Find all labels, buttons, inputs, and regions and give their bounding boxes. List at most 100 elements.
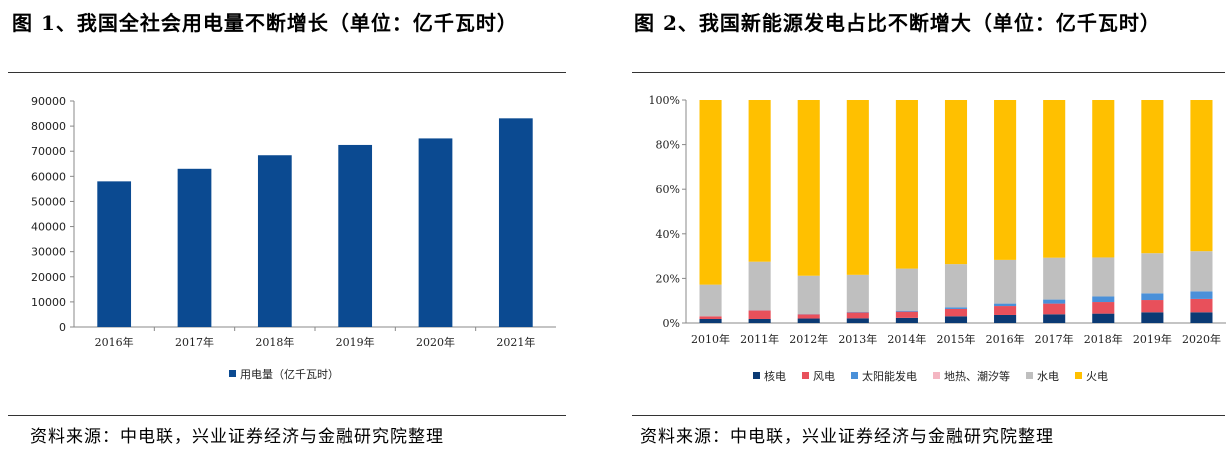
figure-2-source: 资料来源：中电联，兴业证券经济与金融研究院整理: [640, 427, 1054, 447]
y-tick-label: 10000: [31, 296, 66, 309]
y-tick-label: 80000: [31, 120, 66, 133]
x-tick-label: 2013年: [838, 332, 877, 346]
segment-0-6: [994, 314, 1017, 323]
legend-swatch-0: [753, 372, 760, 379]
y-tick-label: 70000: [31, 145, 66, 158]
legend-swatch: [229, 370, 236, 377]
segment-1-5: [944, 308, 968, 317]
segment-1-4: [895, 311, 918, 318]
bar-5: [498, 118, 533, 328]
x-tick-label: 2010年: [691, 332, 730, 346]
y-tick-label: 100%: [649, 94, 680, 107]
x-tick-label: 2017年: [1035, 332, 1074, 346]
segment-0-4: [895, 317, 918, 323]
segment-0-5: [944, 316, 968, 323]
segment-1-3: [846, 312, 869, 319]
segment-2-8: [1092, 296, 1115, 303]
bar-0: [97, 181, 132, 327]
segment-0-3: [846, 318, 869, 323]
figure-2-title: 图 2、我国新能源发电占比不断增大（单位：亿千瓦时）: [634, 11, 1161, 35]
segment-5-2: [797, 100, 820, 276]
y-tick-label: 20%: [656, 272, 680, 285]
x-tick-label: 2011年: [740, 332, 779, 346]
segment-5-5: [944, 100, 968, 265]
x-tick-label: 2015年: [937, 332, 976, 346]
bar-1: [177, 168, 212, 327]
segment-0-8: [1092, 313, 1115, 323]
segment-0-0: [699, 318, 722, 323]
figure-1-bottom-rule: [8, 415, 566, 416]
segment-4-10: [1190, 251, 1213, 292]
segment-4-9: [1141, 253, 1164, 294]
segment-4-1: [748, 261, 771, 311]
figure-1-title: 图 1、我国全社会用电量不断增长（单位：亿千瓦时）: [12, 11, 518, 35]
left-panel: 图 1、我国全社会用电量不断增长（单位：亿千瓦时） 0 10000 20000 300…: [0, 0, 572, 476]
x-tick-label: 2021年: [496, 335, 535, 349]
segment-0-9: [1141, 312, 1164, 323]
segment-0-2: [797, 318, 820, 323]
x-tick-label: 2012年: [789, 332, 828, 346]
bar-3: [338, 144, 373, 327]
segment-1-0: [699, 316, 722, 319]
x-tick-label: 2019年: [336, 335, 375, 349]
figure-2-top-rule: [632, 72, 1225, 73]
segment-4-2: [797, 275, 820, 315]
segment-5-3: [846, 100, 869, 275]
legend-swatch-1: [802, 372, 809, 379]
legend-swatch-3: [933, 372, 940, 379]
x-tick-label: 2016年: [986, 332, 1025, 346]
x-tick-label: 2020年: [416, 335, 455, 349]
segment-4-4: [895, 268, 918, 311]
segment-2-4: [895, 310, 918, 312]
legend-swatch-5: [1075, 372, 1082, 379]
y-tick-label: 30000: [31, 246, 66, 259]
segment-4-7: [1043, 257, 1066, 300]
x-tick-label: 2016年: [95, 335, 134, 349]
bar-4: [418, 138, 453, 327]
generation-share-chart: 0% 20% 40% 60% 80% 100% 2010年 2011年 2012年 2013年 20…: [649, 94, 1226, 383]
y-tick-label: 20000: [31, 271, 66, 284]
y-tick-label: 40000: [31, 221, 66, 234]
y-tick-label: 0%: [663, 317, 680, 330]
segment-2-6: [994, 303, 1017, 307]
y-tick-label: 40%: [656, 228, 680, 241]
segment-5-6: [994, 100, 1017, 260]
legend-swatch-2: [851, 372, 858, 379]
electricity-consumption-chart: 0 10000 20000 30000 40000 50000 60000 70000 8000…: [31, 95, 556, 381]
y-tick-label: 80%: [656, 139, 680, 152]
segment-0-7: [1043, 314, 1066, 323]
segment-2-10: [1190, 291, 1213, 299]
x-tick-label: 2018年: [1084, 332, 1123, 346]
segment-5-9: [1141, 100, 1164, 254]
x-tick-label: 2018年: [255, 335, 294, 349]
x-tick-label: 2020年: [1182, 332, 1221, 346]
segment-2-5: [944, 307, 968, 309]
segment-1-9: [1141, 300, 1164, 313]
segment-1-1: [748, 310, 771, 319]
figure-2-bottom-rule: [632, 415, 1225, 416]
x-tick-label: 2017年: [175, 335, 214, 349]
segment-4-8: [1092, 257, 1115, 297]
y-tick-label: 50000: [31, 195, 66, 208]
right-panel: 图 2、我国新能源发电占比不断增大（单位：亿千瓦时） 0% 20% 40% 60% 80…: [628, 0, 1231, 476]
legend-label-1: 风电: [813, 370, 835, 383]
x-tick-label: 2014年: [887, 332, 926, 346]
segment-1-8: [1092, 302, 1115, 314]
legend-swatch-4: [1026, 372, 1033, 379]
segment-5-1: [748, 100, 771, 262]
segment-4-5: [944, 264, 968, 308]
segment-5-10: [1190, 100, 1213, 252]
y-tick-label: 60%: [656, 183, 680, 196]
segment-1-2: [797, 314, 820, 319]
legend-label-5: 火电: [1086, 370, 1108, 383]
segment-5-4: [895, 100, 918, 269]
legend-label: 用电量（亿千瓦时）: [240, 368, 339, 381]
segment-1-7: [1043, 303, 1066, 315]
segment-2-7: [1043, 299, 1066, 304]
legend-label-3: 地热、潮汐等: [944, 369, 1010, 383]
y-tick-label: 60000: [31, 170, 66, 183]
segment-4-0: [699, 284, 722, 317]
x-tick-label: 2019年: [1133, 332, 1172, 346]
figure-1-source: 资料来源：中电联，兴业证券经济与金融研究院整理: [30, 427, 444, 447]
segment-1-6: [994, 306, 1017, 315]
